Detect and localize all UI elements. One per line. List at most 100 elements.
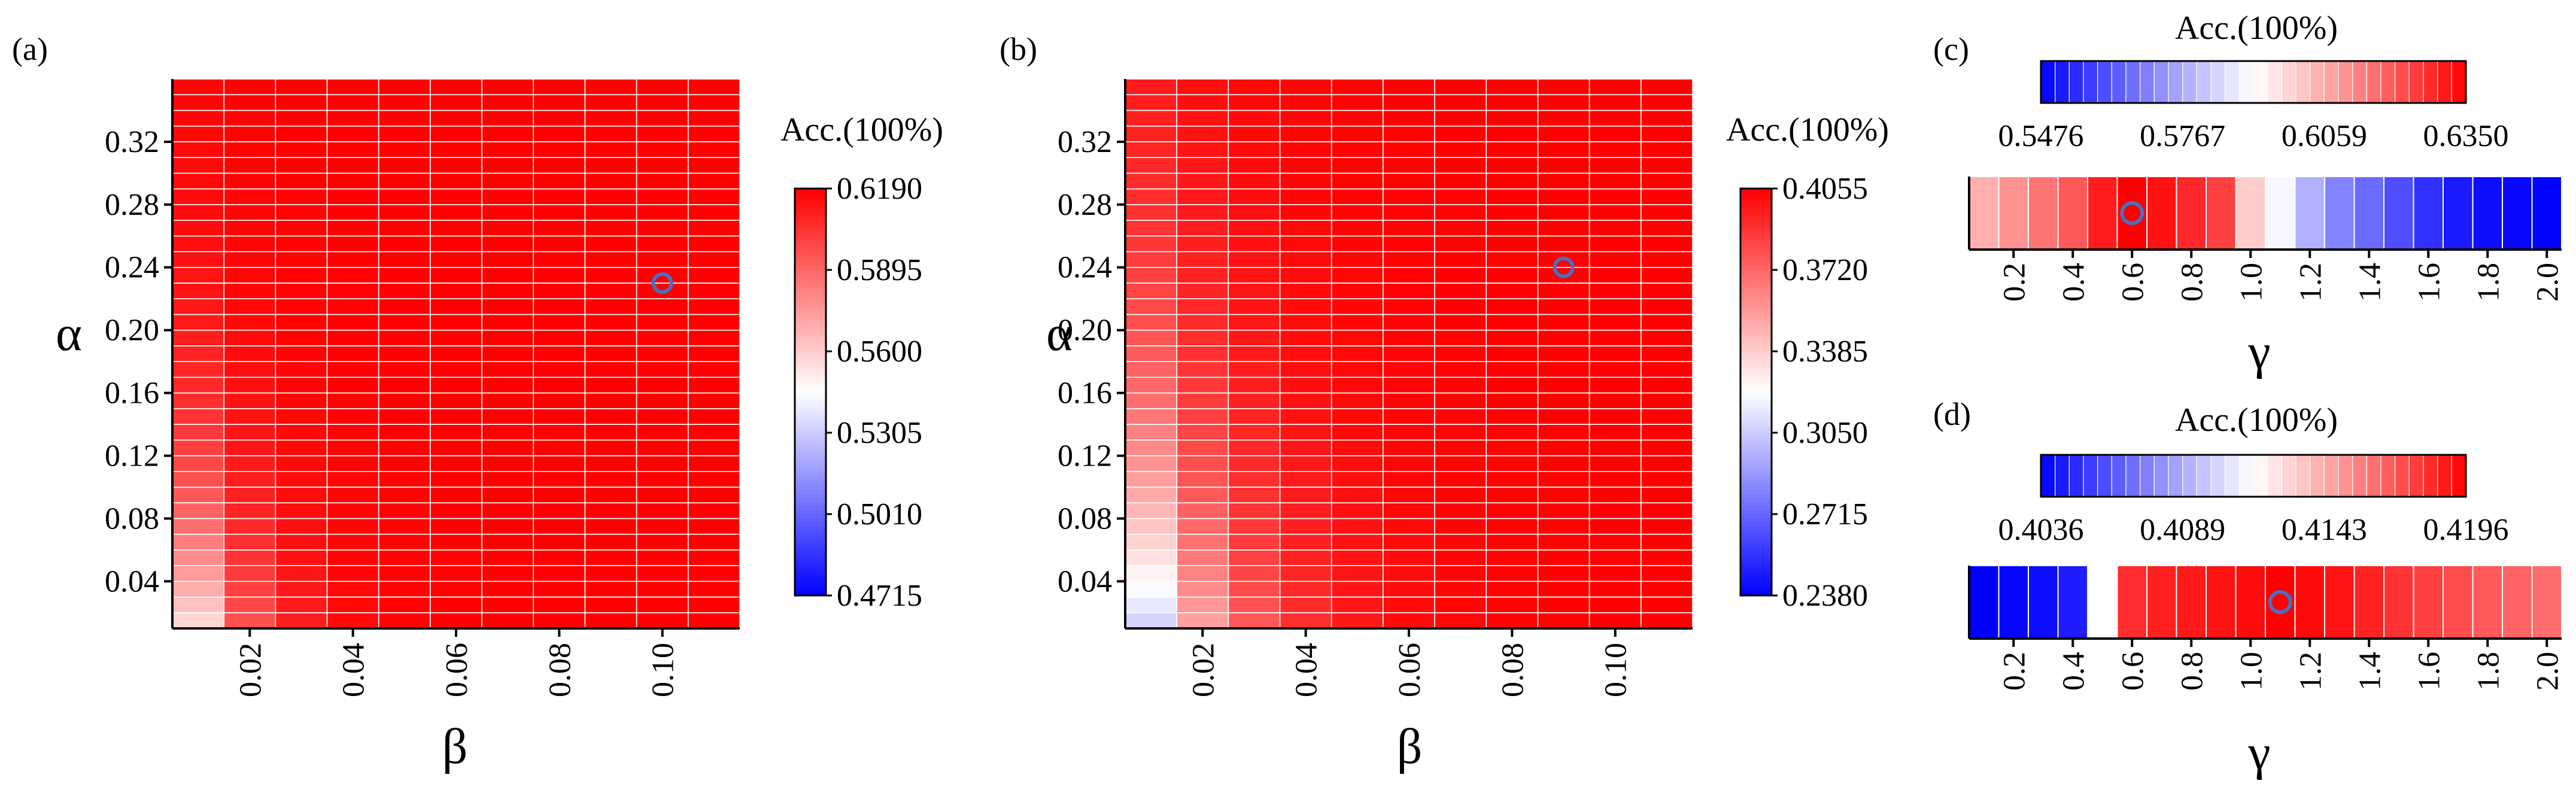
colorbar-segment [795, 250, 826, 254]
heatmap-cell [1176, 612, 1229, 629]
heatmap-cell [378, 533, 431, 551]
heatmap-cell [688, 596, 740, 613]
strip-cell [2502, 176, 2533, 250]
strip-cell [2206, 176, 2237, 250]
heatmap-cell [275, 220, 328, 237]
colorbar-segment [1740, 282, 1772, 287]
heatmap-cell [172, 125, 224, 142]
colorbar-segment [1740, 555, 1772, 560]
heatmap-cell [1641, 408, 1693, 425]
heatmap-cell [223, 565, 277, 582]
heatmap-cell [688, 266, 740, 284]
colorbar-segment [795, 253, 826, 259]
heatmap-cell [533, 157, 586, 174]
heatmap-cell [275, 612, 328, 629]
colorbar-segment [795, 571, 826, 576]
heatmap-cell [172, 251, 224, 268]
heatmap-cell [1176, 408, 1229, 425]
heatmap-cell [1434, 141, 1487, 158]
colorbar-segment [1740, 494, 1772, 499]
heatmap-cell [533, 549, 586, 566]
colorbar-segment [1740, 518, 1772, 523]
heatmap-cell [1486, 314, 1539, 331]
colorbar-segment [2423, 454, 2438, 497]
colorbar-segment [1740, 526, 1772, 531]
panel-a-ylabel: α [56, 306, 82, 361]
y-tick-label: 0.20 [105, 314, 159, 348]
heatmap-cell [1486, 94, 1539, 111]
colorbar-segment [2423, 60, 2438, 104]
colorbar-segment [2182, 454, 2197, 497]
heatmap-cell [1330, 549, 1384, 566]
heatmap-cell [1641, 376, 1693, 394]
heatmap-cell [378, 376, 431, 394]
strip-cell [2116, 565, 2147, 639]
heatmap-cell [1383, 157, 1435, 174]
heatmap-cell [1125, 518, 1177, 535]
heatmap-cell [172, 361, 224, 378]
heatmap-cell [1176, 596, 1229, 613]
colorbar-segment [1740, 542, 1772, 547]
colorbar-segment [1740, 359, 1772, 364]
strip-cell [2413, 176, 2444, 250]
heatmap-cell [326, 581, 379, 598]
x-tick-label: 0.6 [2116, 263, 2150, 302]
heatmap-cell [1228, 470, 1281, 488]
heatmap-cell [636, 329, 689, 347]
panel-b-ylabel: α [1046, 306, 1073, 361]
heatmap-cell [1588, 439, 1642, 457]
heatmap-cell [533, 314, 586, 331]
heatmap-cell [584, 298, 637, 315]
colorbar-segment [2068, 454, 2084, 497]
heatmap-cell [1486, 266, 1539, 284]
colorbar-segment [795, 335, 826, 340]
colorbar-segment [1740, 392, 1772, 397]
heatmap-cell [688, 455, 740, 472]
heatmap-cell [378, 235, 431, 253]
colorbar-segment [795, 217, 826, 221]
heatmap-cell [430, 533, 482, 551]
heatmap-cell [1537, 141, 1590, 158]
heatmap-cell [688, 329, 740, 347]
heatmap-cell [1434, 376, 1487, 394]
heatmap-cell [326, 424, 379, 441]
heatmap-cell [378, 110, 431, 127]
heatmap-cell [688, 424, 740, 441]
heatmap-cell [1176, 172, 1229, 190]
heatmap-cell [636, 251, 689, 268]
heatmap-cell [688, 376, 740, 394]
heatmap-cell [1125, 549, 1177, 566]
panel-c-heatmap [1969, 176, 2562, 250]
best-marker [2268, 590, 2292, 614]
heatmap-cell [172, 549, 224, 566]
heatmap-cell [275, 565, 328, 582]
x-tick-label: 1.2 [2294, 263, 2328, 302]
heatmap-cell [1537, 345, 1590, 362]
heatmap-cell [1641, 361, 1693, 378]
heatmap-cell [378, 455, 431, 472]
colorbar-tick-label: 0.6190 [837, 172, 922, 206]
colorbar-segment [1740, 245, 1772, 250]
heatmap-cell [1125, 533, 1177, 551]
heatmap-cell [636, 392, 689, 409]
colorbar-tick-label: 0.5767 [2140, 119, 2225, 153]
heatmap-cell [1176, 266, 1229, 284]
colorbar-segment [795, 465, 826, 470]
heatmap-cell [1641, 502, 1693, 519]
colorbar-segment [1740, 229, 1772, 234]
heatmap-cell [1228, 172, 1281, 190]
heatmap-cell [326, 125, 379, 142]
x-tick-label: 0.04 [1290, 643, 1324, 697]
heatmap-cell [1383, 329, 1435, 347]
heatmap-cell [1383, 314, 1435, 331]
colorbar-segment [1740, 311, 1772, 315]
heatmap-cell [1330, 502, 1384, 519]
heatmap-cell [430, 251, 482, 268]
heatmap-cell [326, 518, 379, 535]
heatmap-cell [481, 157, 534, 174]
heatmap-cell [1176, 565, 1229, 582]
colorbar-segment [1740, 457, 1772, 462]
x-tick-label: 0.06 [1393, 643, 1427, 697]
heatmap-cell [430, 110, 482, 127]
heatmap-cell [584, 251, 637, 268]
